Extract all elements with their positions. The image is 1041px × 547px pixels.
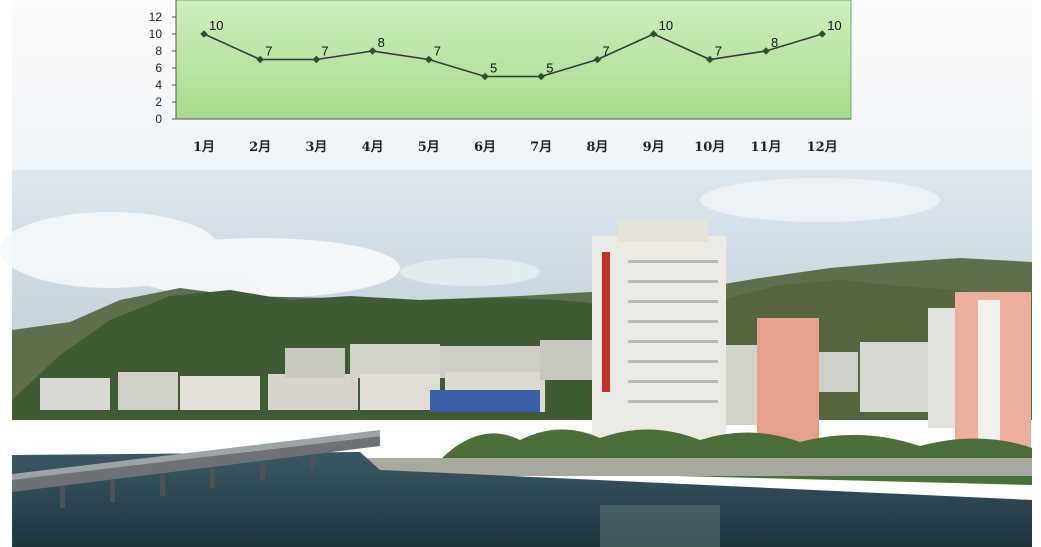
x-tick-label: 11月 <box>750 140 781 155</box>
y-tick-label: 6 <box>155 61 162 75</box>
y-tick-label: 12 <box>149 10 163 24</box>
data-label: 7 <box>602 44 609 59</box>
bridge <box>12 430 380 508</box>
embankment <box>360 458 1032 476</box>
data-label: 7 <box>265 44 272 59</box>
data-label: 10 <box>209 18 223 33</box>
x-tick-label: 3月 <box>305 140 327 155</box>
monthly-line-chart: 0 2 4 6 8 10 12 1月 2月 3月 4月 5月 6月 7月 8月 9月 10月 11月 12月 10… <box>149 0 852 155</box>
x-tick-label: 12月 <box>807 140 838 155</box>
data-labels: 10 7 7 8 7 5 5 7 10 7 8 10 <box>209 18 842 76</box>
river <box>12 452 1032 547</box>
data-label: 8 <box>771 35 778 50</box>
data-point <box>649 30 658 38</box>
data-label: 7 <box>715 44 722 59</box>
data-label: 10 <box>827 18 841 33</box>
data-points <box>200 30 826 81</box>
y-tick-label: 8 <box>155 44 162 58</box>
riverside-trees <box>440 429 1032 485</box>
x-tick-labels: 1月 2月 3月 4月 5月 6月 7月 8月 9月 10月 11月 12月 <box>193 140 838 155</box>
x-tick-label: 9月 <box>643 140 665 155</box>
y-tick-label: 10 <box>149 27 163 41</box>
tower-reflection <box>600 505 720 547</box>
white-high-rise <box>592 220 726 442</box>
pink-tower-left <box>757 318 819 448</box>
data-label: 8 <box>378 35 385 50</box>
data-point <box>481 72 489 81</box>
x-tick-label: 10月 <box>694 140 725 155</box>
data-label: 10 <box>659 18 673 33</box>
x-tick-label: 7月 <box>530 140 552 155</box>
y-tick-label: 4 <box>155 78 162 92</box>
data-label: 5 <box>546 61 553 76</box>
data-point <box>706 55 714 64</box>
data-point <box>200 30 208 38</box>
y-tick-labels: 0 2 4 6 8 10 12 <box>149 10 176 126</box>
x-tick-label: 4月 <box>362 140 384 155</box>
x-tick-label: 8月 <box>586 140 608 155</box>
data-point <box>256 55 264 64</box>
data-label: 5 <box>490 61 497 76</box>
x-tick-label: 1月 <box>193 140 215 155</box>
data-point <box>537 72 545 81</box>
data-point <box>593 55 602 64</box>
x-tick-label: 5月 <box>418 140 440 155</box>
x-tick-label: 2月 <box>249 140 271 155</box>
clouds <box>0 178 940 298</box>
data-label: 7 <box>434 44 441 59</box>
data-label: 7 <box>321 44 328 59</box>
data-point <box>425 55 433 64</box>
data-point <box>818 30 826 38</box>
data-point <box>762 47 770 55</box>
town-buildings <box>40 308 956 428</box>
x-tick-label: 6月 <box>474 140 496 155</box>
y-tick-label: 0 <box>155 112 162 126</box>
y-tick-label: 2 <box>155 95 162 109</box>
data-point <box>312 55 321 64</box>
data-point <box>368 47 377 55</box>
series-line <box>203 33 823 78</box>
